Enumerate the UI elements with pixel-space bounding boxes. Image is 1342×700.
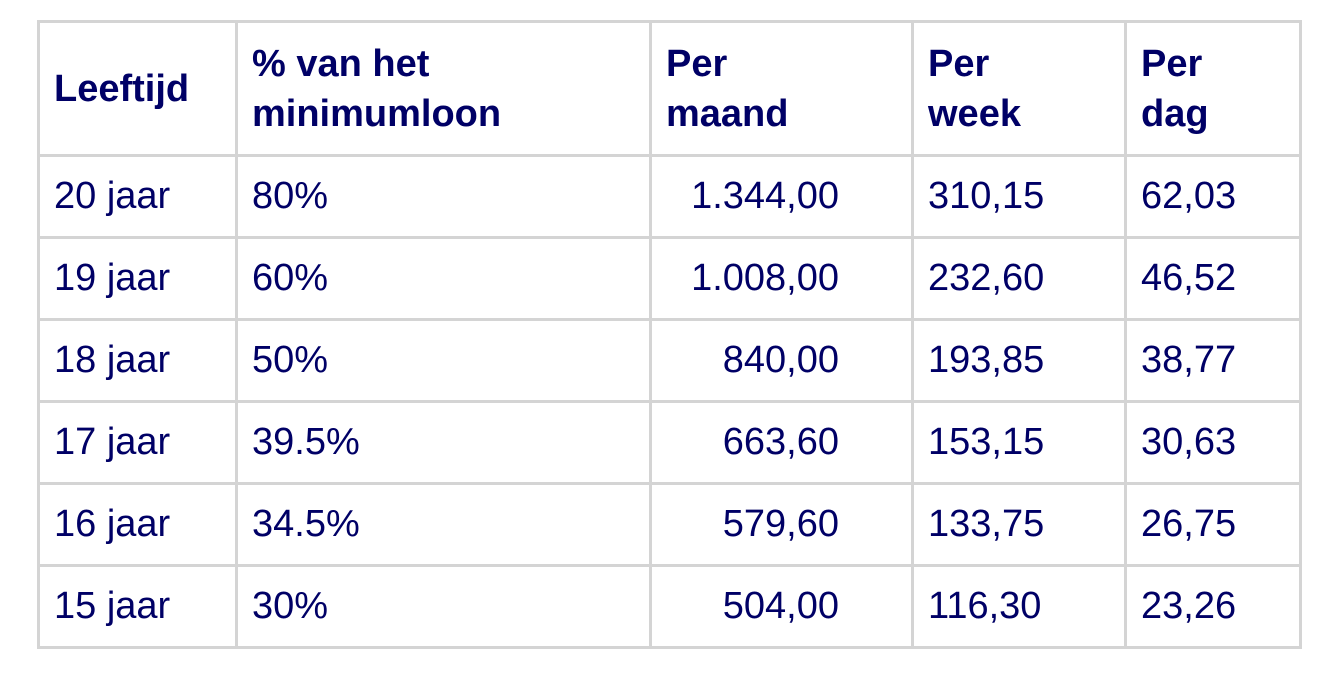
header-text: maand [666, 92, 789, 135]
cell: 50% [235, 318, 652, 403]
cell: 1.008,00 [649, 236, 914, 321]
cell: 579,60 [649, 482, 914, 567]
cell: 30,63 [1124, 400, 1302, 485]
header-cell: Leeftijd [37, 20, 238, 157]
header-text: minimumloon [252, 92, 502, 135]
cell: 19 jaar [37, 236, 238, 321]
cell: 46,52 [1124, 236, 1302, 321]
row: 20 jaar 80% 1.344,00 310,15 62,03 [37, 154, 1302, 239]
cell: 20 jaar [37, 154, 238, 239]
cell: 17 jaar [37, 400, 238, 485]
header-text: Per [666, 42, 728, 85]
cell: 80% [235, 154, 652, 239]
header-text: week [928, 92, 1021, 135]
cell: 38,77 [1124, 318, 1302, 403]
cell: 232,60 [911, 236, 1127, 321]
header-text: % van het [252, 42, 430, 85]
row: 17 jaar 39.5% 663,60 153,15 30,63 [37, 400, 1302, 485]
cell: 62,03 [1124, 154, 1302, 239]
cell: 34.5% [235, 482, 652, 567]
row: 16 jaar 34.5% 579,60 133,75 26,75 [37, 482, 1302, 567]
cell: 15 jaar [37, 564, 238, 649]
cell: 504,00 [649, 564, 914, 649]
cell: 30% [235, 564, 652, 649]
header-cell: Per week [911, 20, 1127, 157]
header-text: Per [1141, 42, 1203, 85]
cell: 1.344,00 [649, 154, 914, 239]
cell: 193,85 [911, 318, 1127, 403]
cell: 663,60 [649, 400, 914, 485]
header-cell: Per dag [1124, 20, 1302, 157]
header-text: Per [928, 42, 990, 85]
row: 18 jaar 50% 840,00 193,85 38,77 [37, 318, 1302, 403]
cell: 310,15 [911, 154, 1127, 239]
header-text: dag [1141, 92, 1209, 135]
cell: 116,30 [911, 564, 1127, 649]
cell: 39.5% [235, 400, 652, 485]
header-cell: % van het minimumloon [235, 20, 652, 157]
row: 19 jaar 60% 1.008,00 232,60 46,52 [37, 236, 1302, 321]
cell: 840,00 [649, 318, 914, 403]
cell: 60% [235, 236, 652, 321]
cell: 16 jaar [37, 482, 238, 567]
cell: 153,15 [911, 400, 1127, 485]
wage-table: Leeftijd % van het minimumloon Per maand Per w… [37, 20, 1302, 649]
cell: 26,75 [1124, 482, 1302, 567]
header-text: Leeftijd [54, 67, 190, 110]
row: 15 jaar 30% 504,00 116,30 23,26 [37, 564, 1302, 649]
cell: 23,26 [1124, 564, 1302, 649]
header-cell: Per maand [649, 20, 914, 157]
header-row: Leeftijd % van het minimumloon Per maand Per w… [37, 20, 1302, 157]
cell: 133,75 [911, 482, 1127, 567]
cell: 18 jaar [37, 318, 238, 403]
